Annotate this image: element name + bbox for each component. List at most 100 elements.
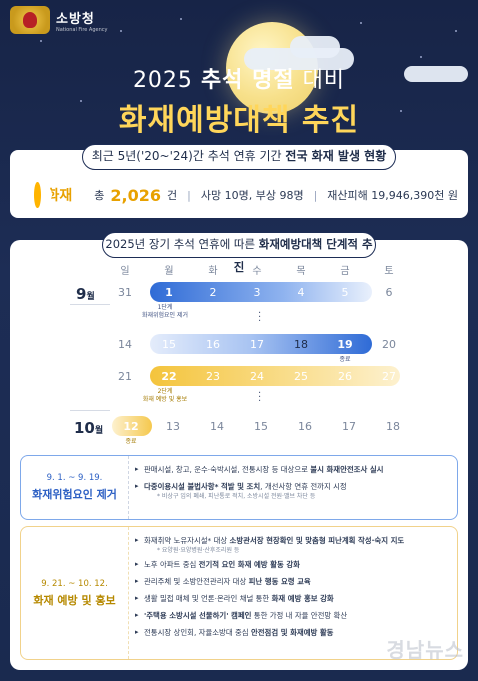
calendar-day: 17 [250,338,264,351]
total-number: 2,026 [110,185,162,205]
item-bold: '주택용 소방시설 선물하기' 캠페인 [144,611,252,620]
list-item: 다중이용시설 불법사항* 적발 및 조치, 개선사항 연휴 전까지 시정 [135,481,451,492]
calendar-day: 25 [294,370,308,383]
stage1-summary: 9. 1. ~ 9. 19. 화재위험요인 제거 [21,456,129,519]
item-text: 화재취약 노유자시설* 대상 [144,536,230,545]
calendar-day: 18 [294,338,308,351]
list-item: 노후 아파트 중심 전기적 요인 화재 예방 활동 강화 [135,559,451,570]
stage1-card: 9. 1. ~ 9. 19. 화재위험요인 제거 판매시설, 창고, 운수·숙박… [20,455,458,520]
item-bold: 화재 예방 홍보 강화 [271,594,334,603]
calendar-day: 18 [386,420,400,433]
watermark: 경남뉴스 [386,638,464,662]
casualties: 사망 10명, 부상 98명 [200,189,304,202]
logo: 소방청 National Fire Agency [10,6,107,34]
month-september: 9월 [76,284,95,303]
footnote: * 비상구 임의 폐쇄, 피난통로 적치, 소방시설 전원·밸브 차단 등 [157,493,316,500]
weekday-mon: 월 [164,266,174,277]
item-bold: 불시 화재안전조사 실시 [310,465,384,474]
calendar-day: 1 [165,286,173,299]
calendar-day: 21 [118,370,132,383]
list-item: 화재취약 노유자시설* 대상 소방관서장 현장확인 및 맞춤형 피난계획 작성·… [135,535,451,546]
total-pre: 총 [94,189,105,202]
star [455,30,457,32]
stage1-desc: 화재위험요인 제거 [141,312,189,319]
calendar-day: 27 [382,370,396,383]
stage2-list: 화재취약 노유자시설* 대상 소방관서장 현장확인 및 맞춤형 피난계획 작성·… [135,535,451,638]
calendar-day: 15 [162,338,176,351]
title-year: 2025 [132,68,193,93]
item-bold: 전기적 요인 화재 예방 활동 강화 [198,560,300,569]
weekday-sun: 일 [120,266,130,277]
item-bold: 안전점검 및 화재예방 활동 [250,628,334,637]
stage2-label: 2단계 [157,388,173,395]
ellipsis: · · · [258,308,262,327]
calendar-day: 5 [341,286,349,299]
item-text: 판매시설, 창고, 운수·숙박시설, 전통시장 등 대상으로 [144,465,311,474]
month-divider [70,304,110,305]
stage1-title: 화재위험요인 제거 [32,488,117,501]
weekday-tue: 화 [208,266,218,277]
list-item: '주택용 소방시설 선물하기' 캠페인 통한 가정 내 자율 안전망 확산 [135,610,451,621]
calendar-day: 3 [253,286,261,299]
list-item: 판매시설, 창고, 운수·숙박시설, 전통시장 등 대상으로 불시 화재안전조사… [135,464,451,475]
calendar-day: 4 [297,286,305,299]
stage1-end-note: 종료 [339,356,351,363]
month-num: 10 [74,419,95,437]
stage1-bar-end [150,334,372,354]
stage1-list: 판매시설, 창고, 운수·숙박시설, 전통시장 등 대상으로 불시 화재안전조사… [135,464,451,501]
item-text: 노후 아파트 중심 [144,560,199,569]
stage1-label: 1단계 [157,304,173,311]
logo-name: 소방청 [56,11,95,27]
list-item: 관리주체 및 소방안전관리자 대상 피난 행동 요령 교육 [135,576,451,587]
logo-eng: National Fire Agency [56,26,108,33]
item-text: 관리주체 및 소방안전관리자 대상 [144,577,249,586]
weekday-fri: 금 [340,266,350,277]
ellipsis: · · · [258,388,262,407]
item-bold: 다중이용시설 불법사항* 적발 및 조치 [144,482,261,491]
calendar-day: 12 [123,420,139,433]
list-item: 생활 밀접 매체 및 언론·온라인 채널 통한 화재 예방 홍보 강화 [135,593,451,604]
stage2-summary: 9. 21. ~ 10. 12. 화재 예방 및 홍보 [21,527,129,659]
stage1-date: 9. 1. ~ 9. 19. [46,473,103,483]
calendar-header: 2025년 장기 추석 연휴에 따른 화재예방대책 단계적 추진 [102,232,376,274]
star [120,30,122,32]
calendar-day: 15 [254,420,268,433]
stage2-bar-end [112,416,152,436]
calendar-day: 19 [337,338,353,351]
calendar-day: 26 [338,370,352,383]
cloud [290,36,340,58]
total-unit: 건 [167,189,178,202]
weekday-thu: 목 [296,266,306,277]
calendar-day: 24 [250,370,264,383]
title-line2: 화재예방대책 추진 [118,103,360,138]
stage2-title: 화재 예방 및 홍보 [33,593,116,607]
property-damage: 재산피해 19,946,390천 원 [327,189,458,202]
calendar-day: 13 [166,420,180,433]
calendar-header-pre: 2025년 장기 추석 연휴에 따른 [105,237,256,251]
stage2-card: 9. 21. ~ 10. 12. 화재 예방 및 홍보 화재취약 노유자시설* … [20,526,458,660]
month-num: 9 [76,285,87,303]
month-october: 10월 [74,418,103,437]
cloud [404,66,468,82]
divider: | [187,188,191,202]
calendar-day: 31 [118,286,132,299]
item-text: 생활 밀접 매체 및 언론·온라인 채널 통한 [144,594,272,603]
stage2-end-note: 종료 [125,438,137,445]
month-unit: 월 [86,292,95,302]
star [400,110,402,112]
stage2-desc: 화재 예방 및 홍보 [142,396,188,403]
item-bold: 피난 행동 요령 교육 [248,577,311,586]
stage1-bar [150,282,372,302]
stats-header-pre: 최근 5년('20~'24)간 추석 연휴 기간 [91,149,282,163]
emblem-icon [10,6,50,34]
star [40,40,42,42]
title-line1: 2025 추석 명절 대비 [0,62,478,94]
list-item: 전통시장 상인회, 자율소방대 중심 안전점검 및 화재예방 활동 [135,627,451,638]
calendar-day: 17 [342,420,356,433]
calendar-day: 6 [385,286,393,299]
calendar-day: 16 [206,338,220,351]
calendar-header-bold: 화재예방대책 단계적 추진 [233,237,373,274]
fire-icon [34,182,51,208]
weekday-wed: 수 [252,266,262,277]
title-bold: 추석 명절 [200,68,295,93]
